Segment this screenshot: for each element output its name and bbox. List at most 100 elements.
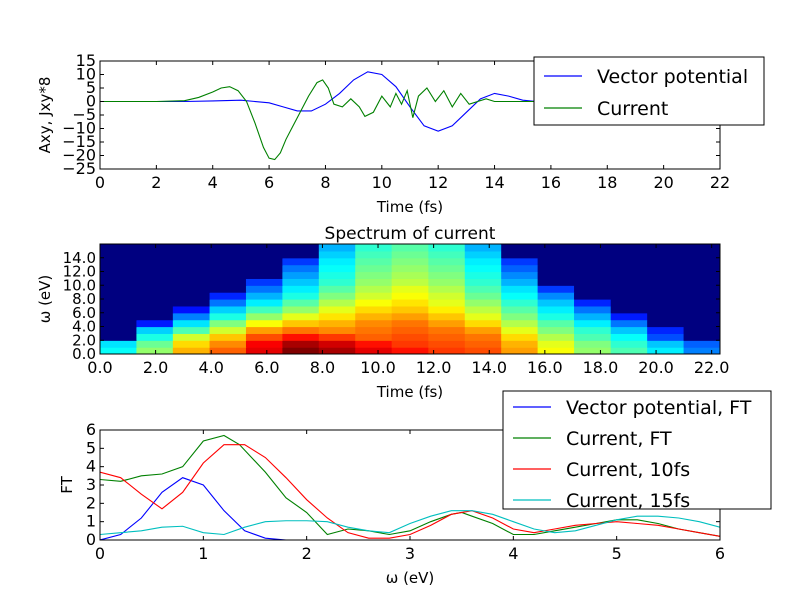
x-tick-label: 0 <box>95 173 105 192</box>
heatmap-cell <box>100 244 138 252</box>
x-tick-label: 1 <box>198 544 208 563</box>
heatmap-cell <box>501 319 539 328</box>
x-axis-label: Time (fs) <box>376 383 443 401</box>
heatmap-cell <box>574 347 612 354</box>
heatmap-cell <box>245 340 283 348</box>
heatmap-cell <box>172 326 211 334</box>
heatmap-cell <box>282 340 320 348</box>
heatmap-cell <box>501 257 539 266</box>
heatmap-cell <box>391 250 429 259</box>
heatmap-cell <box>428 292 466 300</box>
heatmap-cell <box>683 347 720 354</box>
heatmap-cell <box>428 319 466 328</box>
heatmap-cell <box>610 271 648 279</box>
heatmap-cell <box>574 278 612 286</box>
heatmap-cell <box>172 257 211 266</box>
heatmap-cell <box>610 244 648 252</box>
y-tick-label: −20 <box>62 146 96 165</box>
heatmap-cell <box>245 292 283 300</box>
heatmap-cell <box>537 271 575 279</box>
heatmap-cell <box>610 319 648 328</box>
heatmap-cell <box>209 257 247 266</box>
heatmap-cell <box>428 347 466 354</box>
legend-label: Vector potential <box>597 66 748 88</box>
heatmap-cell <box>209 312 247 321</box>
heatmap-cell <box>464 257 502 266</box>
legend-label: Vector potential, FT <box>566 397 752 419</box>
heatmap-cell <box>501 244 539 252</box>
heatmap-cell <box>391 271 429 279</box>
x-tick-label: 18 <box>597 173 617 192</box>
heatmap-cell <box>574 244 612 252</box>
heatmap-cell <box>610 250 648 259</box>
heatmap-cell <box>318 250 356 259</box>
heatmap-cell <box>610 326 648 334</box>
x-tick-label: 4 <box>508 544 518 563</box>
heatmap-cell <box>391 305 429 314</box>
x-tick-label: 12.0 <box>416 358 452 377</box>
heatmap-cell <box>610 333 648 341</box>
heatmap-cell <box>610 264 648 273</box>
heatmap-cell <box>318 257 356 266</box>
heatmap-cell <box>464 333 502 341</box>
heatmap-cell <box>391 292 429 300</box>
heatmap-cell <box>136 326 174 334</box>
heatmap-cell <box>100 271 138 279</box>
heatmap-cell <box>282 257 320 266</box>
heatmap-cell <box>574 326 612 334</box>
heatmap-cell <box>245 319 283 328</box>
heatmap-cell <box>245 285 283 293</box>
heatmap-cell <box>537 244 575 252</box>
heatmap-cell <box>318 285 356 293</box>
y-axis-label: ω (eV) <box>36 275 54 324</box>
heatmap-cell <box>464 319 502 328</box>
heatmap-cell <box>391 278 429 286</box>
heatmap-cell <box>428 244 466 252</box>
y-tick-label: 10 <box>76 65 96 84</box>
heatmap-cell <box>136 250 174 259</box>
heatmap-cell <box>318 333 356 341</box>
heatmap-cell <box>318 244 356 252</box>
y-tick-label: 5 <box>86 438 96 457</box>
x-tick-label: 2.0 <box>143 358 168 377</box>
heatmap-cell <box>464 250 502 259</box>
heatmap-cell <box>355 285 393 293</box>
heatmap-cell <box>574 312 612 321</box>
heatmap-cell <box>282 285 320 293</box>
heatmap-cell <box>282 347 320 354</box>
heatmap-cell <box>172 264 211 273</box>
y-tick-label: 1 <box>86 512 96 531</box>
heatmap-cell <box>282 326 320 334</box>
heatmap-cell <box>136 312 174 321</box>
heatmap-cell <box>683 312 720 321</box>
series-line-2 <box>100 444 720 539</box>
heatmap-cell <box>610 305 648 314</box>
y-tick-label: 8.0 <box>72 290 96 308</box>
x-tick-label: 18.0 <box>583 358 619 377</box>
heatmap-cell <box>464 278 502 286</box>
heatmap-cell <box>574 292 612 300</box>
heatmap-cell <box>574 305 612 314</box>
heatmap-cell <box>318 340 356 348</box>
heatmap-cell <box>610 299 648 307</box>
heatmap-cell <box>391 299 429 307</box>
heatmap-cell <box>574 319 612 328</box>
y-tick-label: 6.0 <box>72 304 96 322</box>
heatmap-cell <box>355 244 393 252</box>
heatmap-cell <box>647 347 685 354</box>
heatmap-cell <box>464 299 502 307</box>
heatmap-cell <box>647 257 685 266</box>
heatmap-cell <box>574 340 612 348</box>
heatmap-cell <box>501 299 539 307</box>
heatmap-cell <box>282 305 320 314</box>
heatmap-cell <box>537 250 575 259</box>
x-axis-label: ω (eV) <box>386 569 435 587</box>
heatmap-cell <box>172 299 211 307</box>
heatmap-cell <box>428 250 466 259</box>
heatmap-cell <box>136 264 174 273</box>
heatmap-cell <box>683 326 720 334</box>
heatmap-cell <box>282 271 320 279</box>
heatmap-cell <box>647 278 685 286</box>
